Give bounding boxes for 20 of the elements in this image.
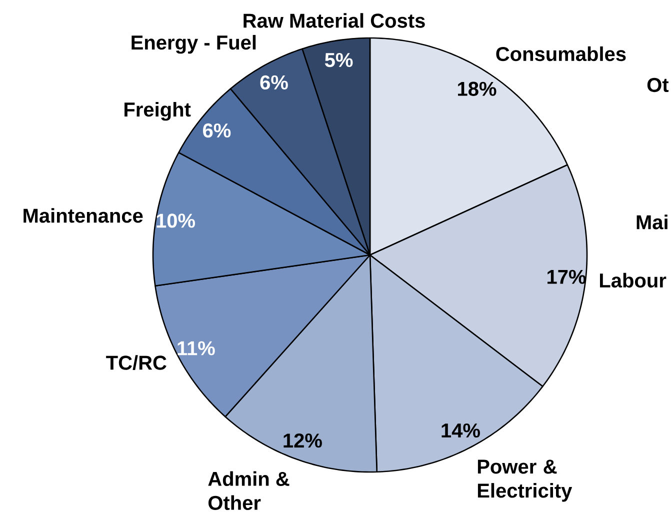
data-label: 14% xyxy=(442,423,480,438)
data-label: 5% xyxy=(324,52,353,68)
text: Mai xyxy=(636,214,668,230)
slice-label: Consumables xyxy=(496,46,626,62)
slice-label: Freight xyxy=(124,102,191,121)
data-label: 6% xyxy=(260,75,288,90)
data-label: 12% xyxy=(284,433,322,448)
slice-label: TC/RC xyxy=(106,355,166,370)
slice-label: Labour xyxy=(600,272,666,288)
slice-label: Raw Material Costs xyxy=(244,13,425,28)
slice-label: Admin & Other xyxy=(208,471,290,510)
data-label: 10% xyxy=(156,214,196,228)
text: Ot xyxy=(647,78,669,92)
data-label: 17% xyxy=(548,270,586,284)
data-label: 18% xyxy=(458,82,496,96)
slice-label: Maintenance xyxy=(24,208,143,223)
slice-label: Power & Electricity xyxy=(478,460,572,502)
slice-label: Energy - Fuel xyxy=(132,34,256,54)
data-label: 6% xyxy=(203,123,231,138)
data-label: 11% xyxy=(178,341,215,356)
